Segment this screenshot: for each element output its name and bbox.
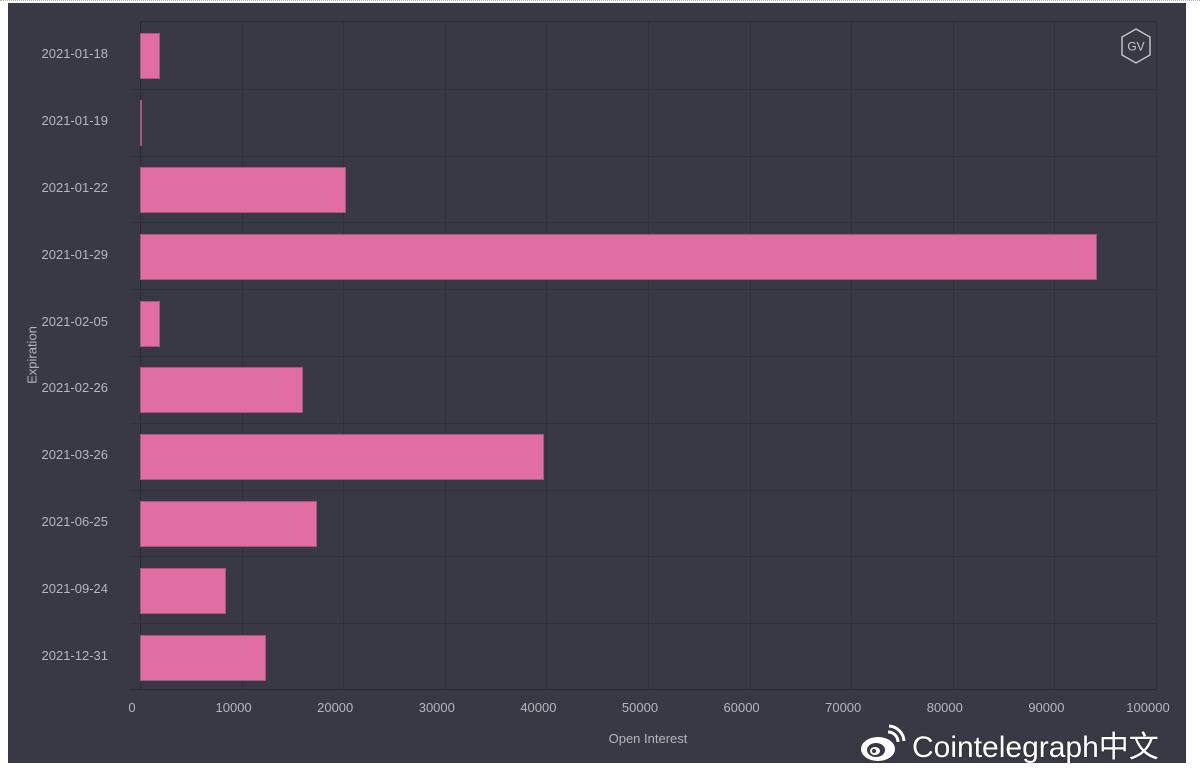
bar-2021-02-26[interactable] (140, 367, 303, 414)
bar-2021-03-26[interactable] (140, 434, 545, 481)
x-tick-label: 50000 (621, 700, 659, 715)
y-tick-label: 2021-01-22 (41, 180, 109, 195)
bar-2021-01-22[interactable] (140, 167, 347, 213)
grid-line-horizontal (130, 222, 1156, 224)
gv-logo: GV (1120, 28, 1152, 64)
y-tick-label: 2021-02-05 (41, 313, 109, 329)
x-tick-label: 40000 (520, 700, 557, 715)
x-tick-label: 30000 (418, 700, 455, 715)
x-axis-title: Open Interest (608, 731, 688, 746)
y-tick-label: 2021-01-29 (41, 246, 109, 262)
y-tick-label: 2021-01-18 (41, 46, 109, 62)
y-tick-label: 2021-01-19 (41, 113, 109, 129)
x-tick-label: 10000 (215, 700, 252, 715)
x-tick-label: 90000 (1028, 700, 1065, 715)
grid-line-horizontal (130, 356, 1156, 357)
y-tick-label: 2021-06-25 (41, 514, 109, 529)
y-tick-label: 2021-03-26 (41, 447, 109, 463)
grid-line-vertical (1156, 22, 1157, 690)
hexagon-logo-icon: GV (1121, 28, 1151, 64)
weibo-icon (861, 724, 906, 761)
watermark: Cointelegraph中文 (858, 722, 1159, 766)
x-axis-line (130, 689, 1156, 690)
bar-2021-09-24[interactable] (140, 567, 227, 614)
grid-line-horizontal (130, 489, 1156, 491)
y-tick-label: 2021-02-26 (41, 380, 109, 396)
x-tick-label: 0 (128, 700, 136, 715)
x-tick-label: 20000 (317, 700, 354, 715)
watermark-text: Cointelegraph中文 (912, 731, 1159, 764)
grid-line-horizontal (130, 422, 1156, 424)
y-tick-label: 2021-09-24 (41, 580, 109, 596)
x-tick-label: 60000 (723, 700, 760, 715)
x-tick-label: 80000 (926, 700, 963, 715)
bar-2021-01-29[interactable] (140, 233, 1098, 280)
y-axis-title: Expiration (24, 326, 40, 384)
plot-area (130, 21, 1157, 690)
grid-line-horizontal (130, 289, 1156, 291)
frame-border (0, 0, 1200, 1)
bar-2021-06-25[interactable] (140, 501, 317, 547)
bar-2021-01-18[interactable] (140, 33, 161, 80)
x-tick-label: 100000 (1126, 700, 1170, 715)
bar-2021-01-19[interactable] (140, 100, 143, 147)
bar-2021-12-31[interactable] (140, 634, 266, 681)
chart-panel: Expiration 2021-01-18 2021-01-19 2021-01-2… (8, 3, 1186, 763)
svg-text:GV: GV (1127, 40, 1144, 54)
grid-line-horizontal (130, 155, 1156, 157)
y-tick-label: 2021-12-31 (41, 647, 109, 663)
bar-2021-02-05[interactable] (140, 300, 161, 347)
grid-line-horizontal (130, 556, 1156, 558)
x-tick-label: 70000 (825, 700, 862, 715)
grid-line-horizontal (130, 88, 1156, 90)
grid-line-horizontal (130, 623, 1156, 625)
